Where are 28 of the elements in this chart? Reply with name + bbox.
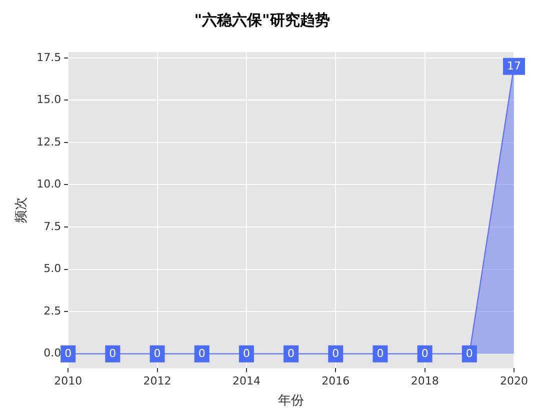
x-tick-label: 2016 [322, 374, 350, 388]
y-axis-title: 频次 [14, 197, 30, 224]
data-label: 0 [288, 347, 295, 360]
x-tick-label: 2012 [143, 374, 172, 388]
y-tick-label: 2.5 [44, 304, 62, 318]
y-tick-label: 12.5 [36, 135, 62, 148]
data-label: 0 [421, 347, 428, 360]
data-label: 0 [376, 347, 384, 360]
data-label: 0 [242, 347, 250, 360]
x-tick-label: 2020 [500, 374, 528, 388]
data-label: 0 [466, 347, 473, 360]
data-label: 0 [64, 347, 72, 360]
x-axis-title: 年份 [278, 394, 304, 409]
data-label: 17 [507, 60, 521, 73]
data-label: 0 [109, 347, 116, 360]
y-tick-label: 15.0 [36, 93, 62, 106]
data-label: 0 [154, 347, 161, 360]
x-tick-label: 2018 [410, 374, 439, 388]
y-tick-label: 0.0 [44, 346, 62, 360]
y-tick-label: 10.0 [36, 178, 62, 191]
data-label: 0 [332, 347, 340, 360]
data-label: 0 [198, 347, 206, 360]
chart-title: "六稳六保"研究趋势 [194, 10, 330, 29]
y-tick-label: 5.0 [44, 262, 62, 276]
x-tick-label: 2014 [232, 374, 260, 388]
x-tick-label: 2010 [54, 374, 82, 388]
y-tick-label: 17.5 [36, 50, 62, 64]
y-tick-label: 7.5 [44, 220, 62, 233]
